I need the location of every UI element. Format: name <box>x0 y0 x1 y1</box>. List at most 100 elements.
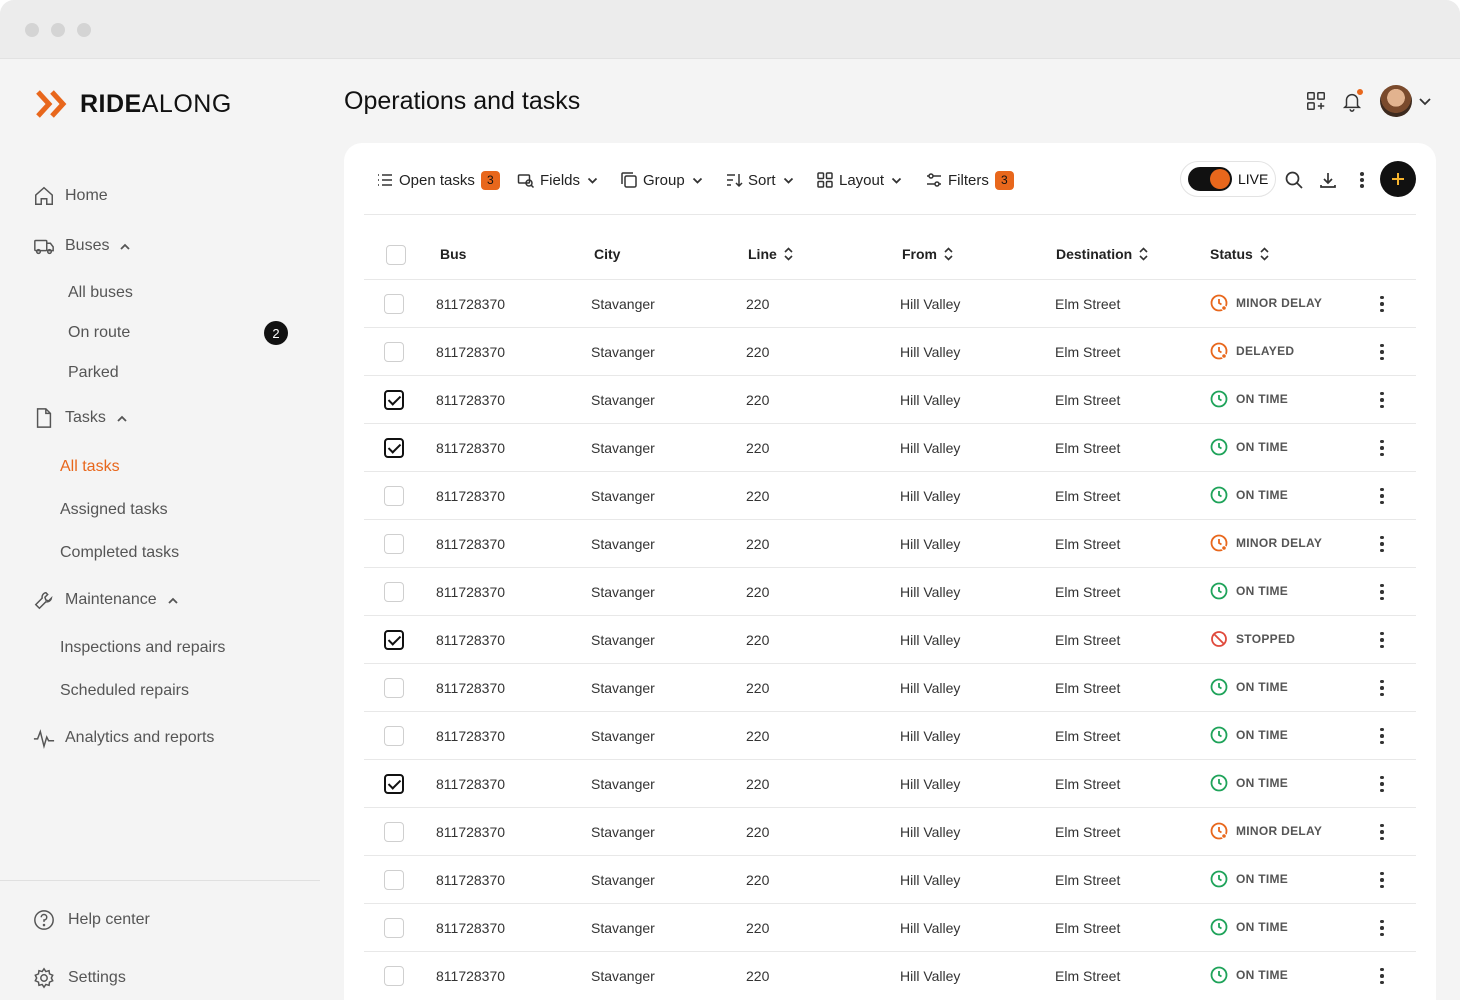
row-more-menu-icon[interactable] <box>1372 292 1392 316</box>
select-all-checkbox[interactable] <box>386 245 406 265</box>
chevron-up-icon[interactable] <box>119 240 131 252</box>
row-more-menu-icon[interactable] <box>1372 772 1392 796</box>
column-header-bus[interactable]: Bus <box>440 246 466 262</box>
row-more-menu-icon[interactable] <box>1372 628 1392 652</box>
table-row[interactable]: 811728370 Stavanger 220 Hill Valley Elm … <box>364 327 1416 375</box>
row-more-menu-icon[interactable] <box>1372 484 1392 508</box>
sort-dropdown[interactable]: Sort <box>725 169 794 191</box>
table-row[interactable]: 811728370 Stavanger 220 Hill Valley Elm … <box>364 423 1416 471</box>
notifications-bell-icon[interactable] <box>1339 88 1365 114</box>
sidebar-item-all-tasks[interactable]: All tasks <box>60 458 120 475</box>
row-checkbox[interactable] <box>384 486 404 506</box>
user-avatar[interactable] <box>1380 85 1412 117</box>
row-checkbox[interactable] <box>384 774 404 794</box>
sidebar-item-inspections-and-repairs[interactable]: Inspections and repairs <box>60 639 226 656</box>
sidebar-item-buses[interactable]: Buses <box>33 235 131 257</box>
sidebar-item-scheduled-repairs[interactable]: Scheduled repairs <box>60 682 189 699</box>
row-checkbox[interactable] <box>384 726 404 746</box>
table-row[interactable]: 811728370 Stavanger 220 Hill Valley Elm … <box>364 279 1416 327</box>
destination-cell: Elm Street <box>1055 920 1121 936</box>
live-toggle[interactable]: LIVE <box>1180 161 1276 197</box>
row-more-menu-icon[interactable] <box>1372 916 1392 940</box>
row-checkbox[interactable] <box>384 822 404 842</box>
add-button[interactable] <box>1380 161 1416 197</box>
row-more-menu-icon[interactable] <box>1372 436 1392 460</box>
row-more-menu-icon[interactable] <box>1372 964 1392 988</box>
sidebar-item-home[interactable]: Home <box>33 185 108 207</box>
table-row[interactable]: 811728370 Stavanger 220 Hill Valley Elm … <box>364 471 1416 519</box>
layout-label: Layout <box>839 171 885 189</box>
sidebar-item-tasks[interactable]: Tasks <box>33 407 128 429</box>
row-checkbox[interactable] <box>384 630 404 650</box>
more-vertical-icon[interactable] <box>1350 168 1374 192</box>
row-checkbox[interactable] <box>384 966 404 986</box>
window-minimize-dot[interactable] <box>51 23 65 37</box>
filters-button[interactable]: Filters 3 <box>925 169 1014 191</box>
row-checkbox[interactable] <box>384 870 404 890</box>
row-more-menu-icon[interactable] <box>1372 724 1392 748</box>
from-cell: Hill Valley <box>900 920 961 936</box>
sidebar-item-parked[interactable]: Parked <box>68 364 119 381</box>
table-row[interactable]: 811728370 Stavanger 220 Hill Valley Elm … <box>364 663 1416 711</box>
column-header-from[interactable]: From <box>902 246 954 262</box>
table-row[interactable]: 811728370 Stavanger 220 Hill Valley Elm … <box>364 759 1416 807</box>
table-row[interactable]: 811728370 Stavanger 220 Hill Valley Elm … <box>364 519 1416 567</box>
window-maximize-dot[interactable] <box>77 23 91 37</box>
bus-cell: 811728370 <box>436 344 506 360</box>
brand-logo[interactable]: RIDEALONG <box>36 89 232 119</box>
row-checkbox[interactable] <box>384 678 404 698</box>
chevron-up-icon[interactable] <box>167 594 179 606</box>
bus-cell: 811728370 <box>436 728 506 744</box>
row-checkbox[interactable] <box>384 438 404 458</box>
sidebar-item-completed-tasks[interactable]: Completed tasks <box>60 544 180 561</box>
search-icon[interactable] <box>1282 168 1306 192</box>
sidebar-item-on-route[interactable]: On route <box>68 324 131 341</box>
fields-dropdown[interactable]: Fields <box>517 169 598 191</box>
table-row[interactable]: 811728370 Stavanger 220 Hill Valley Elm … <box>364 807 1416 855</box>
destination-cell: Elm Street <box>1055 440 1121 456</box>
row-checkbox[interactable] <box>384 918 404 938</box>
row-checkbox[interactable] <box>384 294 404 314</box>
line-cell: 220 <box>746 728 770 744</box>
row-more-menu-icon[interactable] <box>1372 820 1392 844</box>
column-header-city[interactable]: City <box>594 246 620 262</box>
group-dropdown[interactable]: Group <box>620 169 703 191</box>
row-more-menu-icon[interactable] <box>1372 532 1392 556</box>
table-row[interactable]: 811728370 Stavanger 220 Hill Valley Elm … <box>364 855 1416 903</box>
city-cell: Stavanger <box>591 872 655 888</box>
table-row[interactable]: 811728370 Stavanger 220 Hill Valley Elm … <box>364 711 1416 759</box>
sidebar-item-help-center[interactable]: Help center <box>33 909 150 931</box>
sidebar-item-assigned-tasks[interactable]: Assigned tasks <box>60 501 168 518</box>
table-row[interactable]: 811728370 Stavanger 220 Hill Valley Elm … <box>364 567 1416 615</box>
row-more-menu-icon[interactable] <box>1372 580 1392 604</box>
line-cell: 220 <box>746 632 770 648</box>
apps-grid-icon[interactable] <box>1303 88 1329 114</box>
column-header-destination[interactable]: Destination <box>1056 246 1149 262</box>
row-more-menu-icon[interactable] <box>1372 868 1392 892</box>
chevron-down-icon[interactable] <box>1418 94 1432 108</box>
row-checkbox[interactable] <box>384 534 404 554</box>
table-row[interactable]: 811728370 Stavanger 220 Hill Valley Elm … <box>364 903 1416 951</box>
table-row[interactable]: 811728370 Stavanger 220 Hill Valley Elm … <box>364 615 1416 663</box>
column-header-status[interactable]: Status <box>1210 246 1270 262</box>
chevron-up-icon[interactable] <box>116 412 128 424</box>
line-cell: 220 <box>746 824 770 840</box>
download-icon[interactable] <box>1316 168 1340 192</box>
open-tasks-button[interactable]: Open tasks 3 <box>376 169 500 191</box>
from-cell: Hill Valley <box>900 536 961 552</box>
row-checkbox[interactable] <box>384 390 404 410</box>
column-header-line[interactable]: Line <box>748 246 794 262</box>
row-more-menu-icon[interactable] <box>1372 676 1392 700</box>
sidebar-item-settings[interactable]: Settings <box>33 967 126 989</box>
table-row[interactable]: 811728370 Stavanger 220 Hill Valley Elm … <box>364 951 1416 999</box>
table-row[interactable]: 811728370 Stavanger 220 Hill Valley Elm … <box>364 375 1416 423</box>
sidebar-item-maintenance[interactable]: Maintenance <box>33 589 179 611</box>
sidebar-item-all-buses[interactable]: All buses <box>68 284 133 301</box>
layout-dropdown[interactable]: Layout <box>816 169 902 191</box>
row-checkbox[interactable] <box>384 582 404 602</box>
row-checkbox[interactable] <box>384 342 404 362</box>
window-close-dot[interactable] <box>25 23 39 37</box>
row-more-menu-icon[interactable] <box>1372 340 1392 364</box>
sidebar-item-analytics[interactable]: Analytics and reports <box>33 727 214 749</box>
row-more-menu-icon[interactable] <box>1372 388 1392 412</box>
